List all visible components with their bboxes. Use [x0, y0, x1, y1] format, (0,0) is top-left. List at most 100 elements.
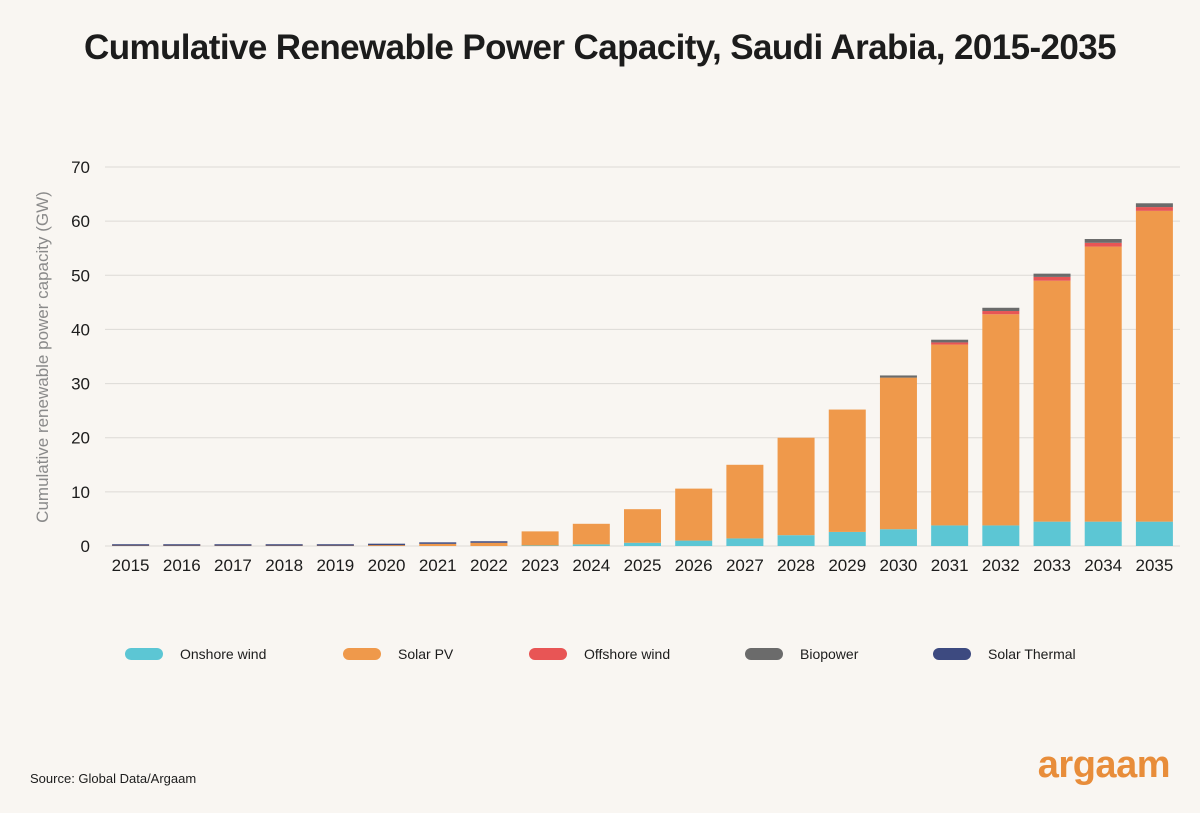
bar-solar-thermal-2022 [470, 541, 508, 543]
bar-solar-thermal-2019 [316, 544, 354, 546]
bar-solar-pv-2028 [777, 437, 815, 536]
x-tick-label: 2023 [521, 556, 559, 575]
legend-swatch-biopower [745, 648, 783, 660]
bar-solar-pv-2020 [368, 544, 406, 546]
bar-offshore-wind-2034 [1084, 242, 1122, 247]
legend-item-biopower: Biopower [745, 646, 858, 662]
bar-onshore-wind-2025 [624, 542, 661, 546]
bar-onshore-wind-2030 [879, 529, 917, 546]
bar-onshore-wind-2029 [828, 531, 866, 546]
x-tick-label: 2030 [880, 556, 918, 575]
x-tick-label: 2024 [572, 556, 610, 575]
bar-solar-pv-2034 [1084, 246, 1122, 522]
x-tick-label: 2029 [828, 556, 866, 575]
legend-swatch-offshore-wind [529, 648, 567, 660]
bar-onshore-wind-2027 [726, 538, 764, 546]
bar-solar-pv-2023 [521, 531, 559, 546]
bar-solar-pv-2022 [470, 542, 508, 546]
x-tick-label: 2026 [675, 556, 713, 575]
legend-swatch-solar-thermal [933, 648, 971, 660]
legend-label-offshore-wind: Offshore wind [584, 646, 671, 662]
bar-solar-thermal-2018 [265, 544, 303, 546]
chart-title: Cumulative Renewable Power Capacity, Sau… [84, 28, 1117, 67]
legend-label-solar-pv: Solar PV [398, 646, 454, 662]
bar-biopower-2030 [879, 375, 917, 378]
x-axis-ticks: 2015 2016 2017 2018 2019 2020 2021 2022 2023 2024… [112, 556, 1174, 575]
legend-item-offshore-wind: Offshore wind [529, 646, 670, 662]
bar-onshore-wind-2024 [572, 544, 610, 546]
bar-solar-pv-2025 [624, 509, 661, 543]
legend-item-onshore-wind: Onshore wind [125, 646, 266, 662]
y-tick-label: 10 [71, 483, 90, 502]
bar-solar-thermal-2016 [163, 544, 201, 546]
bar-onshore-wind-2032 [982, 525, 1020, 546]
y-tick-label: 60 [71, 212, 90, 231]
bar-solar-thermal-2020 [368, 543, 406, 546]
x-tick-label: 2021 [419, 556, 457, 575]
bar-onshore-wind-2035 [1135, 521, 1173, 546]
x-tick-label: 2016 [163, 556, 201, 575]
y-tick-label: 50 [71, 266, 90, 285]
x-tick-label: 2018 [265, 556, 303, 575]
bar-biopower-2035 [1135, 203, 1173, 208]
x-tick-label: 2027 [726, 556, 764, 575]
legend-label-onshore-wind: Onshore wind [180, 646, 267, 662]
y-tick-label: 30 [71, 375, 90, 394]
y-axis-label: Cumulative renewable power capacity (GW) [33, 191, 52, 523]
bar-onshore-wind-2026 [675, 540, 713, 546]
y-tick-label: 70 [71, 158, 90, 177]
source-note: Source: Global Data/Argaam [30, 771, 197, 786]
y-tick-label: 0 [81, 537, 90, 556]
bar-solar-thermal-2015 [112, 544, 150, 546]
x-tick-label: 2019 [316, 556, 354, 575]
bar-onshore-wind-2028 [777, 535, 815, 546]
x-tick-label: 2033 [1033, 556, 1071, 575]
bar-offshore-wind-2031 [931, 342, 969, 345]
legend-item-solar-thermal: Solar Thermal [933, 646, 1076, 662]
bar-offshore-wind-2032 [982, 311, 1020, 315]
bar-solar-pv-2031 [931, 344, 969, 526]
legend-item-solar-pv: Solar PV [343, 646, 453, 662]
x-tick-label: 2031 [931, 556, 969, 575]
legend-swatch-solar-pv [343, 648, 381, 660]
x-tick-label: 2015 [112, 556, 150, 575]
bar-onshore-wind-2033 [1033, 521, 1071, 546]
bar-biopower-2031 [931, 339, 969, 343]
bar-solar-thermal-2017 [214, 544, 252, 546]
x-tick-label: 2032 [982, 556, 1020, 575]
x-tick-label: 2035 [1135, 556, 1173, 575]
bar-solar-pv-2032 [982, 314, 1020, 526]
bar-solar-pv-2030 [879, 377, 917, 530]
legend-label-solar-thermal: Solar Thermal [988, 646, 1076, 662]
bar-solar-pv-2035 [1135, 210, 1173, 522]
bars [112, 203, 1173, 546]
bar-solar-thermal-2021 [419, 542, 457, 544]
x-tick-label: 2017 [214, 556, 252, 575]
bar-offshore-wind-2035 [1135, 207, 1173, 211]
bar-solar-pv-2021 [419, 543, 457, 546]
bar-biopower-2032 [982, 307, 1020, 312]
x-tick-label: 2025 [624, 556, 662, 575]
bar-onshore-wind-2031 [931, 525, 969, 546]
legend-label-biopower: Biopower [800, 646, 859, 662]
x-tick-label: 2028 [777, 556, 815, 575]
brand-logo: argaam [1037, 744, 1171, 786]
y-axis-ticks: 0 10 20 30 40 50 60 70 [71, 158, 90, 556]
y-tick-label: 20 [71, 429, 90, 448]
x-tick-label: 2034 [1084, 556, 1122, 575]
bar-solar-pv-2029 [828, 409, 866, 532]
bar-onshore-wind-2034 [1084, 521, 1122, 546]
y-tick-label: 40 [71, 320, 90, 339]
x-tick-label: 2022 [470, 556, 508, 575]
bar-biopower-2034 [1084, 239, 1122, 243]
legend: Onshore wind Solar PV Offshore wind Biop… [0, 646, 1200, 670]
legend-swatch-onshore-wind [125, 648, 163, 660]
x-tick-label: 2020 [368, 556, 406, 575]
bar-solar-pv-2033 [1033, 280, 1071, 522]
bar-offshore-wind-2033 [1033, 276, 1071, 281]
bar-solar-pv-2027 [726, 464, 764, 539]
bar-biopower-2033 [1033, 273, 1071, 277]
bar-solar-pv-2026 [675, 488, 713, 541]
bar-solar-pv-2024 [572, 523, 610, 545]
